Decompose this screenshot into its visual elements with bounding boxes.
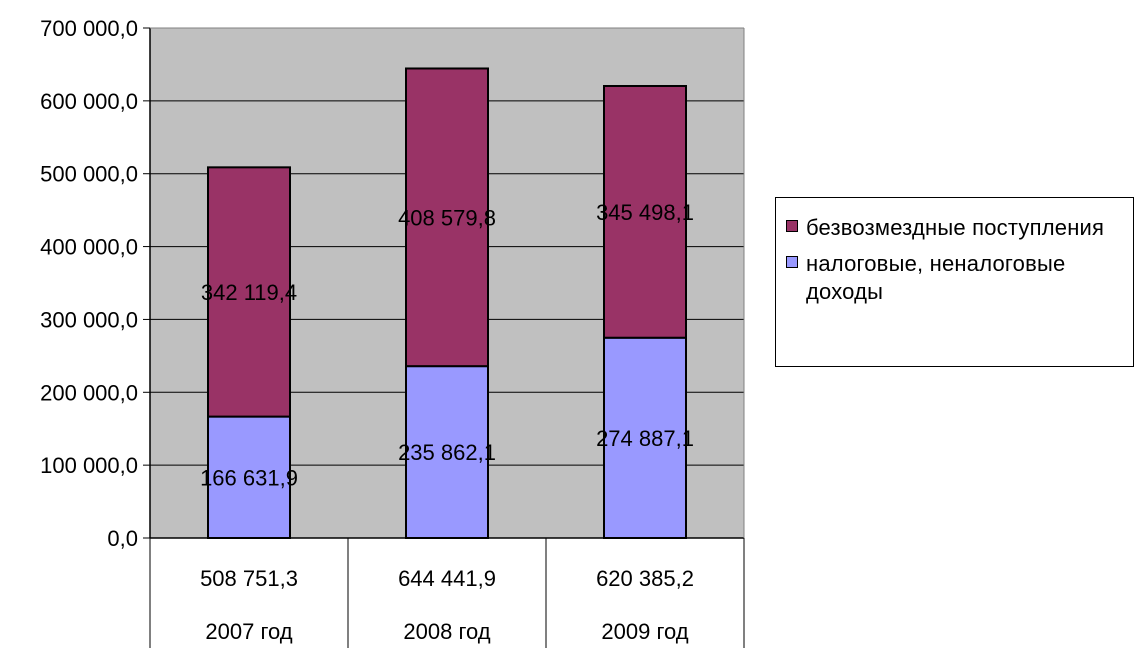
category-table: 508 751,3 2007 год 644 441,9 2008 год 620 38… xyxy=(149,538,745,648)
legend-label-grants: безвозмездные поступления xyxy=(806,215,1105,240)
data-label: 274 887,1 xyxy=(596,426,694,451)
category-total-label: 508 751,3 xyxy=(200,566,298,591)
legend-swatch-grants xyxy=(786,220,798,232)
category-total-label: 620 385,2 xyxy=(596,566,694,591)
legend-item-tax-revenue: налоговые, неналоговые доходы xyxy=(786,250,1125,306)
bar-segment xyxy=(603,85,687,339)
bar-segment xyxy=(207,415,291,540)
y-tick-label: 300 000,0 xyxy=(40,307,138,332)
bar-segment xyxy=(405,365,489,540)
legend-swatch-tax-revenue xyxy=(786,256,798,268)
bars xyxy=(207,67,687,540)
legend: безвозмездные поступления налоговые, нен… xyxy=(775,197,1134,367)
y-tick-label: 600 000,0 xyxy=(40,89,138,114)
bar-segment xyxy=(405,67,489,368)
y-axis-ticks: 0,0 100 000,0 200 000,0 300 000,0 400 000,0 5… xyxy=(40,16,150,551)
data-labels: 166 631,9 342 119,4 235 862,1 408 579,8 274 … xyxy=(200,200,694,490)
data-label: 345 498,1 xyxy=(596,200,694,225)
y-tick-label: 200 000,0 xyxy=(40,380,138,405)
y-tick-label: 400 000,0 xyxy=(40,235,138,260)
y-tick-label: 500 000,0 xyxy=(40,162,138,187)
category-label: 2009 год xyxy=(601,619,688,644)
category-label: 2008 год xyxy=(403,619,490,644)
data-label: 342 119,4 xyxy=(201,280,297,305)
y-tick-label: 700 000,0 xyxy=(40,16,138,41)
bar-segment xyxy=(603,336,687,539)
bar-segment xyxy=(207,166,291,418)
y-tick-label: 100 000,0 xyxy=(40,453,138,478)
legend-item-grants: безвозмездные поступления xyxy=(786,214,1125,242)
category-total-label: 644 441,9 xyxy=(398,566,496,591)
category-label: 2007 год xyxy=(205,619,292,644)
y-tick-label: 0,0 xyxy=(107,526,138,551)
data-label: 166 631,9 xyxy=(200,465,298,490)
data-label: 408 579,8 xyxy=(398,205,496,230)
legend-label-tax-revenue: налоговые, неналоговые доходы xyxy=(806,251,1066,304)
data-label: 235 862,1 xyxy=(398,440,496,465)
